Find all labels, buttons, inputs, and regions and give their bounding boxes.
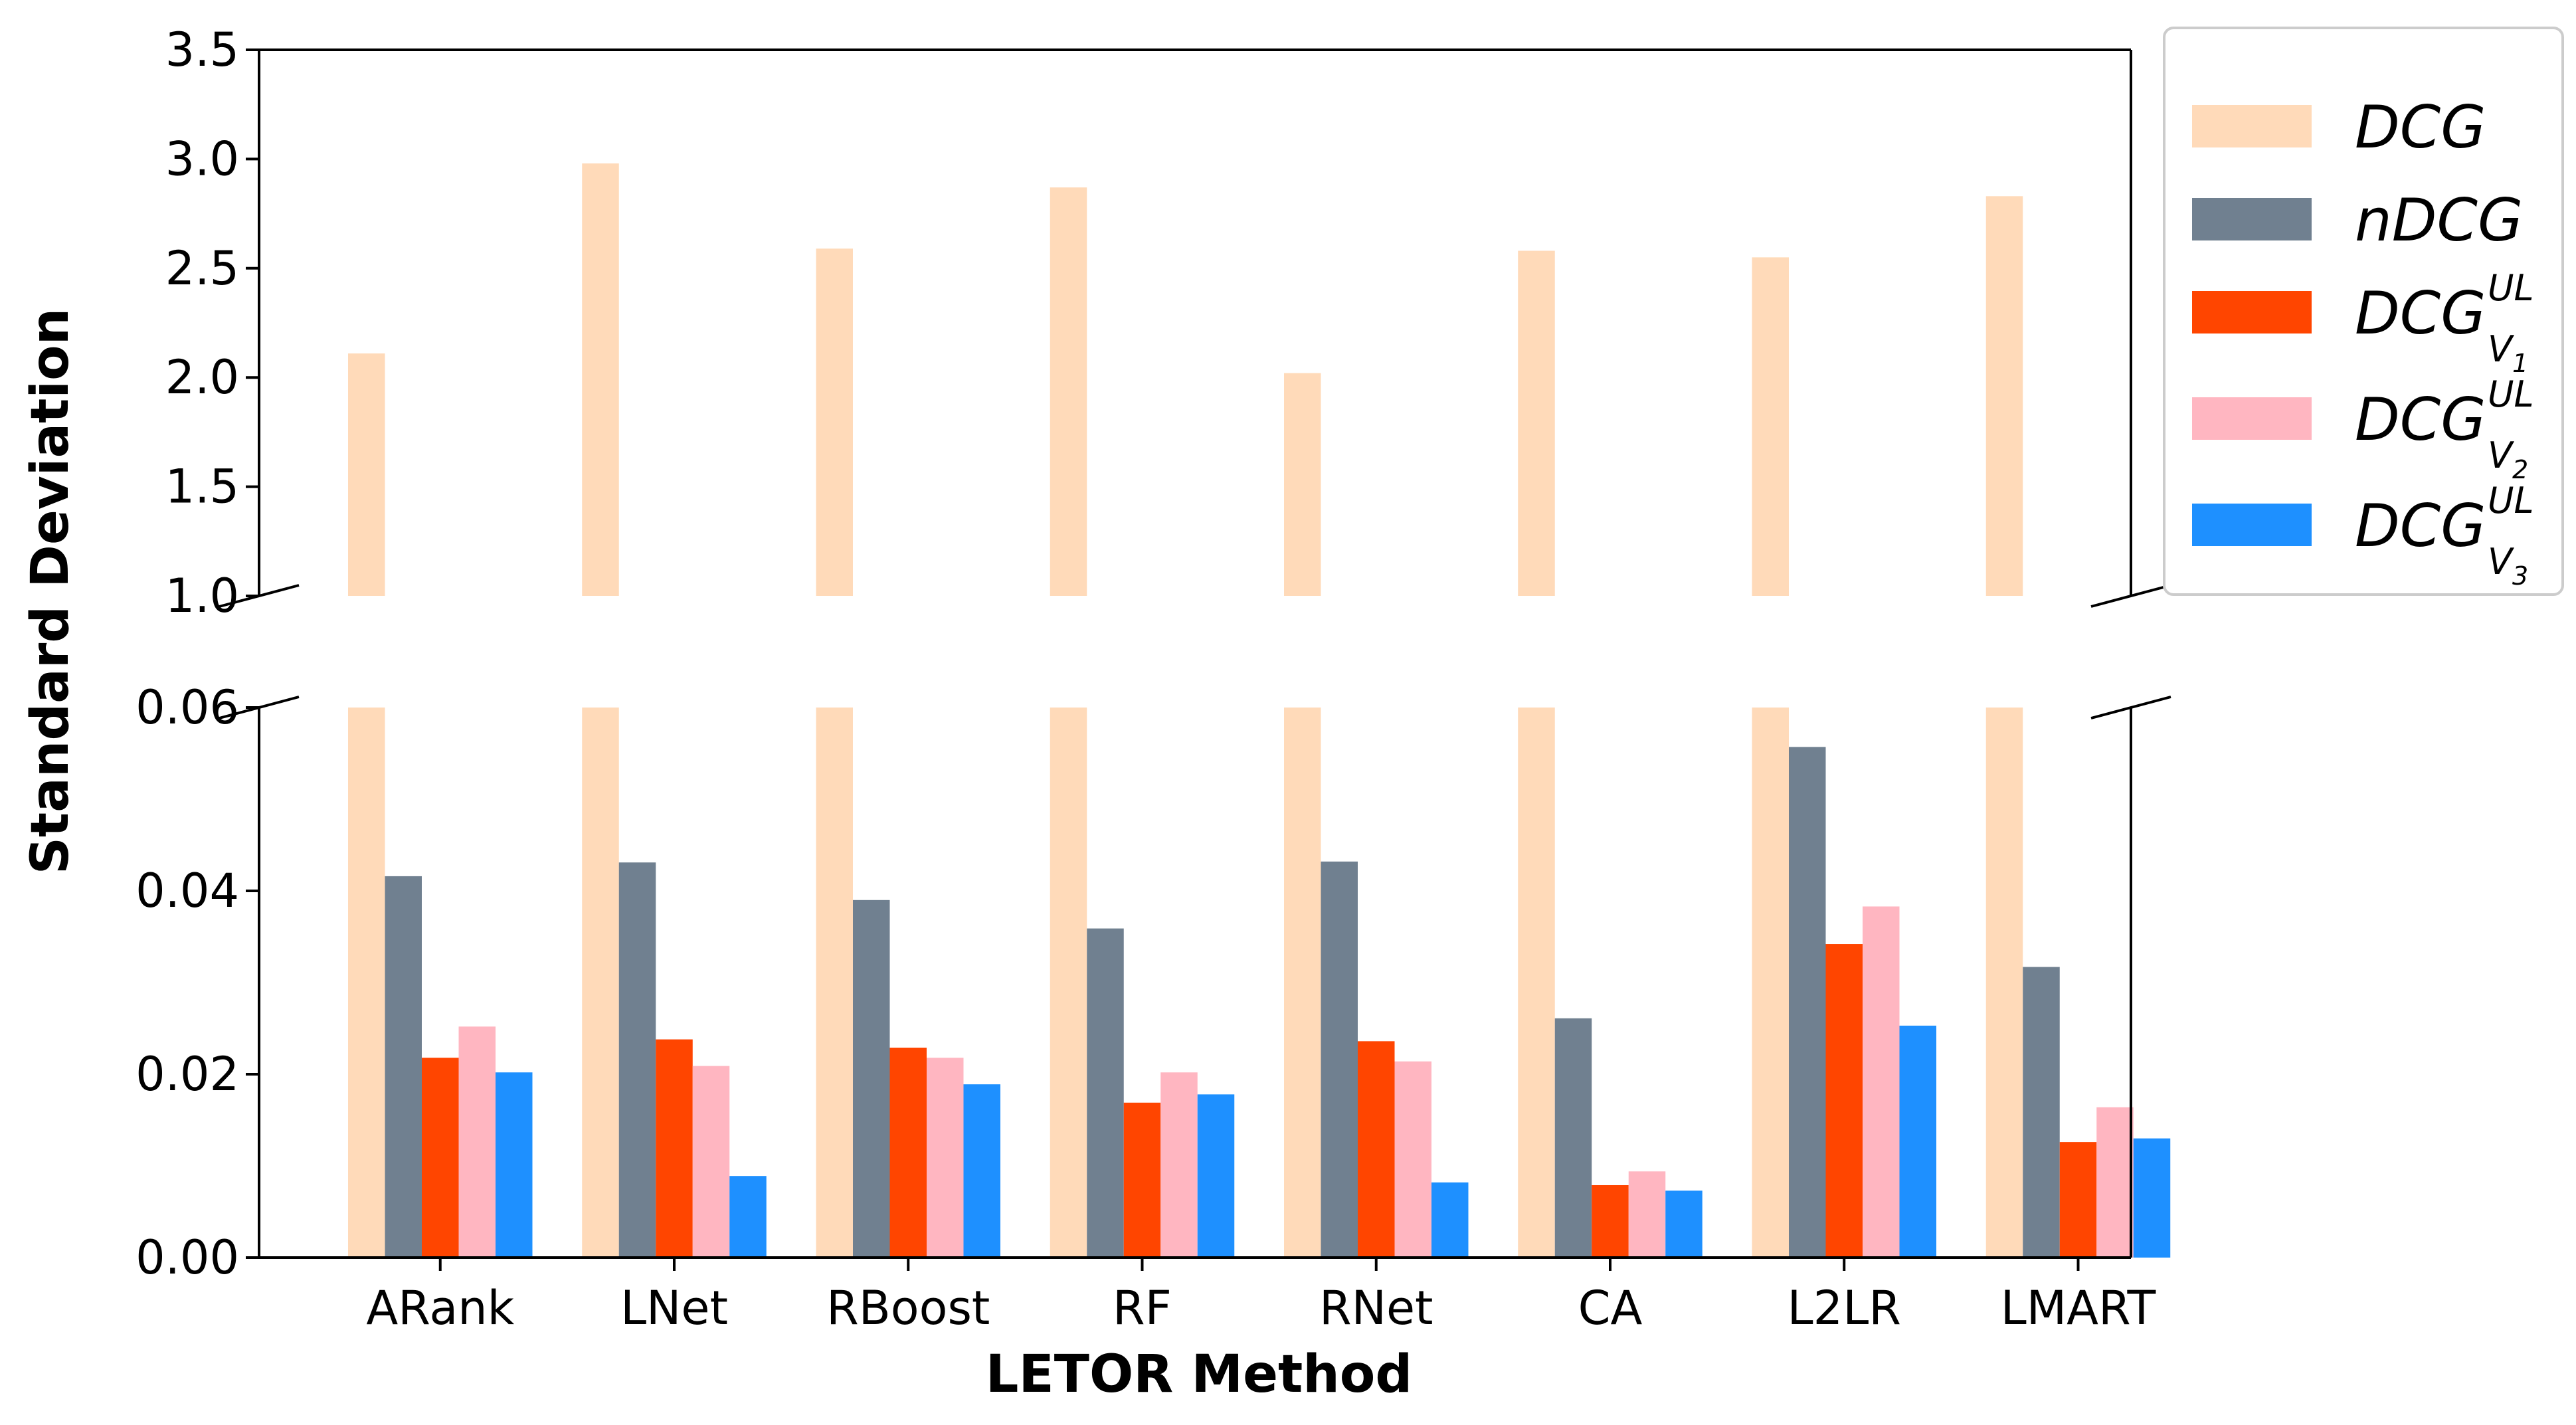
bar-dcg-ul-v1-rf [1123,1102,1161,1258]
bar-dcg-ul-v2-ca [1628,1171,1666,1258]
y-tick-label: 3.0 [165,132,239,186]
bar-ndcg-lmart [2023,967,2060,1258]
bar-dcg-ul-v2-l2lr [1863,906,1900,1258]
axes-group [219,48,2171,1259]
x-tick-label: LMART [2001,1281,2156,1335]
y-tick-label: 3.5 [165,23,239,77]
x-tick-label: RNet [1319,1281,1433,1335]
bar-dcg-ul-v3-arank [496,1072,533,1258]
bar-dcg-lnet-upper [582,163,619,596]
bar-dcg-ul-v1-rboost [889,1047,927,1258]
bar-dcg-ul-v3-l2lr [1899,1025,1936,1258]
bar-dcg-ul-v1-lnet [656,1039,693,1258]
break-mark-lower-right [2090,696,2171,719]
bars-group [348,163,2171,1258]
y-tick-label: 0.06 [136,680,239,735]
y-tick-label: 2.5 [165,241,239,296]
x-tick-label: RBoost [826,1281,990,1335]
bar-dcg-ul-v3-lmart [2133,1138,2171,1258]
legend-label-ndcg: nDCG [2355,186,2523,254]
bar-ndcg-lnet [618,862,656,1258]
x-tick-label: CA [1578,1281,1643,1335]
legend-label-dcg: DCG [2355,93,2486,161]
y-tick-label: 0.04 [136,864,239,918]
bar-dcg-lnet-lower [582,708,619,1258]
bar-dcg-rf-upper [1050,187,1087,596]
bar-dcg-rboost-lower [816,708,853,1258]
bar-dcg-lmart-lower [1985,708,2023,1258]
bar-dcg-rnet-lower [1284,708,1321,1258]
bar-ndcg-arank [385,876,422,1258]
ticks-group: 1.0 1.5 2.0 2.5 3.0 3.5 0.00 0.02 0.04 0.06 ARank L… [136,23,2156,1335]
bar-dcg-rboost-upper [816,248,853,596]
bar-dcg-arank-upper [348,353,385,596]
bar-ndcg-l2lr [1789,747,1826,1258]
bar-dcg-ul-v2-rf [1160,1072,1198,1258]
bar-ndcg-rf [1087,928,1124,1258]
y-tick-label: 0.02 [136,1047,239,1101]
y-tick-label: 1.0 [165,569,239,623]
bar-ndcg-rboost [853,900,890,1258]
x-tick-label: ARank [366,1281,514,1335]
bar-dcg-ul-v1-l2lr [1825,944,1863,1258]
legend-swatch-dcg-ul-v3 [2192,504,2312,546]
bar-dcg-ul-v2-rnet [1394,1061,1431,1258]
bar-dcg-ul-v2-rboost [927,1058,964,1258]
x-tick-label: L2LR [1788,1281,1901,1335]
x-tick-label: RF [1113,1281,1172,1335]
bar-dcg-ul-v3-lnet [729,1176,767,1258]
legend-swatch-dcg [2192,105,2312,147]
y-tick-label: 0.00 [136,1230,239,1285]
bar-dcg-arank-lower [348,708,385,1258]
legend-swatch-dcg-ul-v1 [2192,291,2312,333]
bar-dcg-ul-v1-arank [422,1058,459,1258]
bar-dcg-l2lr-lower [1752,708,1789,1258]
bar-dcg-ul-v2-lmart [2096,1107,2134,1258]
bar-dcg-ul-v3-rnet [1431,1182,1469,1258]
bar-dcg-l2lr-upper [1752,257,1789,596]
y-tick-label: 1.5 [165,460,239,514]
y-tick-label: 2.0 [165,350,239,405]
bar-dcg-ul-v3-rboost [963,1084,1000,1258]
legend-swatch-dcg-ul-v2 [2192,397,2312,440]
bar-dcg-ul-v2-lnet [692,1066,730,1258]
x-axis-title: LETOR Method [986,1345,1412,1404]
bar-dcg-ul-v3-rf [1197,1094,1235,1258]
bar-dcg-ul-v2-arank [458,1026,496,1258]
x-tick-label: LNet [620,1281,728,1335]
legend-swatch-ndcg [2192,198,2312,240]
bar-ndcg-ca [1554,1018,1592,1258]
bar-dcg-ca-lower [1518,708,1555,1258]
bar-dcg-ul-v1-rnet [1358,1041,1395,1258]
legend-frame [2163,27,2564,596]
bar-dcg-ul-v1-ca [1592,1185,1629,1258]
bar-dcg-rnet-upper [1284,373,1321,596]
bar-ndcg-rnet [1321,861,1358,1258]
bar-dcg-ul-v3-ca [1665,1190,1702,1258]
bar-dcg-ca-upper [1518,250,1555,597]
y-axis-title: Standard Deviation [21,308,80,875]
bar-dcg-rf-lower [1050,708,1087,1258]
bar-dcg-lmart-upper [1985,196,2023,596]
bar-dcg-ul-v1-lmart [2059,1142,2097,1258]
break-mark-upper-right [2090,584,2171,608]
